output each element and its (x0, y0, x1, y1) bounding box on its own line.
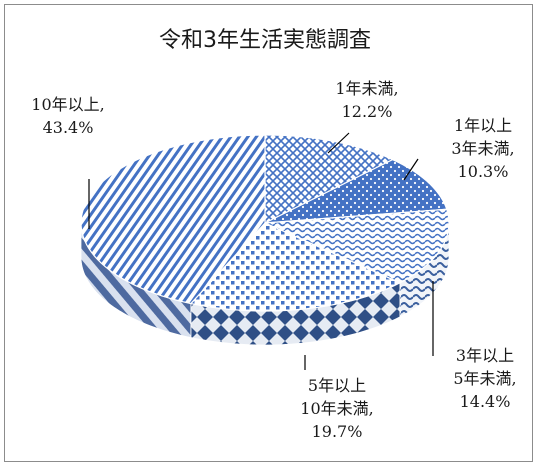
data-label-line: 10年未満, (300, 399, 373, 418)
data-labels: 1年未満, 12.2% 1年以上 3年未満, 10.3% 3年以上 5年未満, 14.4% 5年… (31, 79, 516, 441)
data-label-line: 3年以上 (456, 346, 514, 365)
data-label-line: 1年未満, (335, 79, 398, 98)
leader-line-1 (327, 132, 350, 154)
data-label-1: 1年未満, 12.2% (335, 79, 398, 121)
data-label-line: 12.2% (342, 102, 393, 121)
slice-10yr-plus (80, 134, 266, 305)
leader-lines (88, 132, 434, 370)
data-label-line: 3年未満, (451, 139, 514, 158)
slice-1-3yr (264, 158, 448, 224)
data-label-4: 5年以上 10年未満, 19.7% (300, 376, 373, 441)
leader-line-2 (403, 158, 419, 181)
pie-layer (80, 134, 450, 346)
data-label-line: 10.3% (458, 162, 509, 181)
data-label-2: 1年以上 3年未満, 10.3% (451, 116, 514, 181)
pie-chart: 1年未満, 12.2% 1年以上 3年未満, 10.3% 3年以上 5年未満, 14.4% 5年… (31, 28, 516, 441)
chart-frame: 1年未満, 12.2% 1年以上 3年未満, 10.3% 3年以上 5年未満, 14.4% 5年… (4, 4, 533, 462)
data-label-line: 10年以上, (31, 95, 104, 114)
slice-5-10yr (189, 222, 402, 312)
data-label-5: 10年以上, 43.4% (31, 95, 104, 137)
data-label-3: 3年以上 5年未満, 14.4% (453, 346, 516, 411)
slice-lt-1yr (264, 134, 395, 224)
slice-3-5yr (264, 208, 450, 284)
data-label-line: 43.4% (43, 118, 94, 137)
chart-title: 令和3年生活実態調査 (159, 28, 371, 53)
data-label-line: 14.4% (460, 392, 511, 411)
data-label-line: 19.7% (312, 422, 363, 441)
data-label-line: 1年以上 (454, 116, 512, 135)
data-label-line: 5年未満, (453, 369, 516, 388)
data-label-line: 5年以上 (308, 376, 366, 395)
